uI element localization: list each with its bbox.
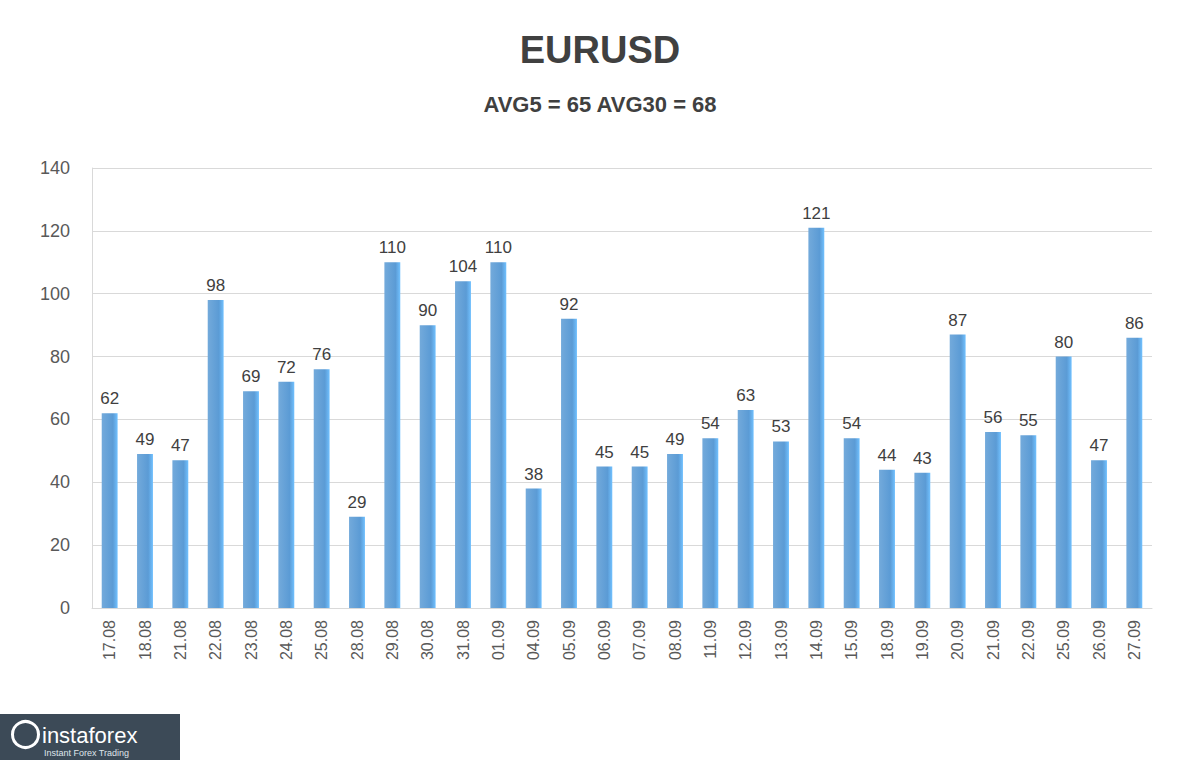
- svg-text:31.08: 31.08: [455, 620, 472, 660]
- svg-text:08.09: 08.09: [667, 620, 684, 660]
- svg-text:92: 92: [560, 295, 579, 314]
- svg-text:12.09: 12.09: [737, 620, 754, 660]
- svg-text:20: 20: [50, 535, 70, 555]
- svg-text:63: 63: [736, 386, 755, 405]
- svg-text:25.09: 25.09: [1055, 620, 1072, 660]
- svg-text:49: 49: [136, 430, 155, 449]
- svg-text:47: 47: [1090, 436, 1109, 455]
- svg-text:06.09: 06.09: [596, 620, 613, 660]
- svg-text:98: 98: [206, 276, 225, 295]
- svg-text:11.09: 11.09: [702, 620, 719, 659]
- svg-text:47: 47: [171, 436, 190, 455]
- svg-text:120: 120: [40, 221, 70, 241]
- svg-text:24.08: 24.08: [278, 620, 295, 660]
- svg-text:13.09: 13.09: [773, 620, 790, 660]
- svg-text:100: 100: [40, 284, 70, 304]
- svg-text:28.08: 28.08: [349, 620, 366, 660]
- svg-text:80: 80: [50, 347, 70, 367]
- svg-text:22.09: 22.09: [1020, 620, 1037, 660]
- svg-text:86: 86: [1125, 314, 1144, 333]
- svg-text:44: 44: [878, 446, 897, 465]
- svg-text:18.09: 18.09: [879, 620, 896, 660]
- svg-text:45: 45: [595, 443, 614, 462]
- svg-text:20.09: 20.09: [949, 620, 966, 660]
- svg-text:21.09: 21.09: [985, 620, 1002, 660]
- svg-text:43: 43: [913, 449, 932, 468]
- svg-text:55: 55: [1019, 411, 1038, 430]
- svg-text:56: 56: [984, 408, 1003, 427]
- svg-text:60: 60: [50, 409, 70, 429]
- svg-text:76: 76: [312, 345, 331, 364]
- svg-text:104: 104: [449, 257, 477, 276]
- svg-text:29: 29: [348, 493, 367, 512]
- svg-text:17.08: 17.08: [101, 620, 118, 660]
- svg-text:45: 45: [630, 443, 649, 462]
- svg-text:30.08: 30.08: [419, 620, 436, 660]
- svg-text:Instant Forex Trading: Instant Forex Trading: [44, 748, 129, 758]
- svg-text:121: 121: [802, 204, 830, 223]
- svg-text:AVG5 = 65 AVG30 = 68: AVG5 = 65 AVG30 = 68: [483, 92, 716, 117]
- svg-text:15.09: 15.09: [843, 620, 860, 660]
- svg-text:38: 38: [524, 465, 543, 484]
- svg-text:23.08: 23.08: [243, 620, 260, 660]
- svg-text:69: 69: [242, 367, 261, 386]
- svg-text:87: 87: [948, 311, 967, 330]
- svg-text:19.09: 19.09: [914, 620, 931, 660]
- svg-text:18.08: 18.08: [137, 620, 154, 660]
- svg-text:110: 110: [485, 238, 512, 257]
- svg-text:26.09: 26.09: [1091, 620, 1108, 660]
- svg-text:90: 90: [418, 301, 437, 320]
- svg-text:22.08: 22.08: [207, 620, 224, 660]
- svg-text:62: 62: [100, 389, 119, 408]
- svg-text:07.09: 07.09: [631, 620, 648, 660]
- svg-text:27.09: 27.09: [1126, 620, 1143, 660]
- svg-text:instaforex: instaforex: [42, 723, 137, 748]
- svg-text:49: 49: [666, 430, 685, 449]
- svg-text:80: 80: [1054, 333, 1073, 352]
- svg-text:53: 53: [772, 417, 791, 436]
- svg-text:25.08: 25.08: [313, 620, 330, 660]
- svg-text:0: 0: [60, 598, 70, 618]
- svg-text:54: 54: [701, 414, 720, 433]
- svg-text:72: 72: [277, 358, 296, 377]
- svg-text:29.08: 29.08: [384, 620, 401, 660]
- svg-text:01.09: 01.09: [490, 620, 507, 660]
- svg-text:140: 140: [40, 158, 70, 178]
- svg-text:54: 54: [842, 414, 861, 433]
- svg-text:EURUSD: EURUSD: [520, 29, 680, 71]
- svg-text:21.08: 21.08: [172, 620, 189, 660]
- svg-text:05.09: 05.09: [561, 620, 578, 660]
- svg-text:110: 110: [379, 238, 406, 257]
- svg-text:14.09: 14.09: [808, 620, 825, 660]
- svg-text:04.09: 04.09: [525, 620, 542, 660]
- svg-text:40: 40: [50, 472, 70, 492]
